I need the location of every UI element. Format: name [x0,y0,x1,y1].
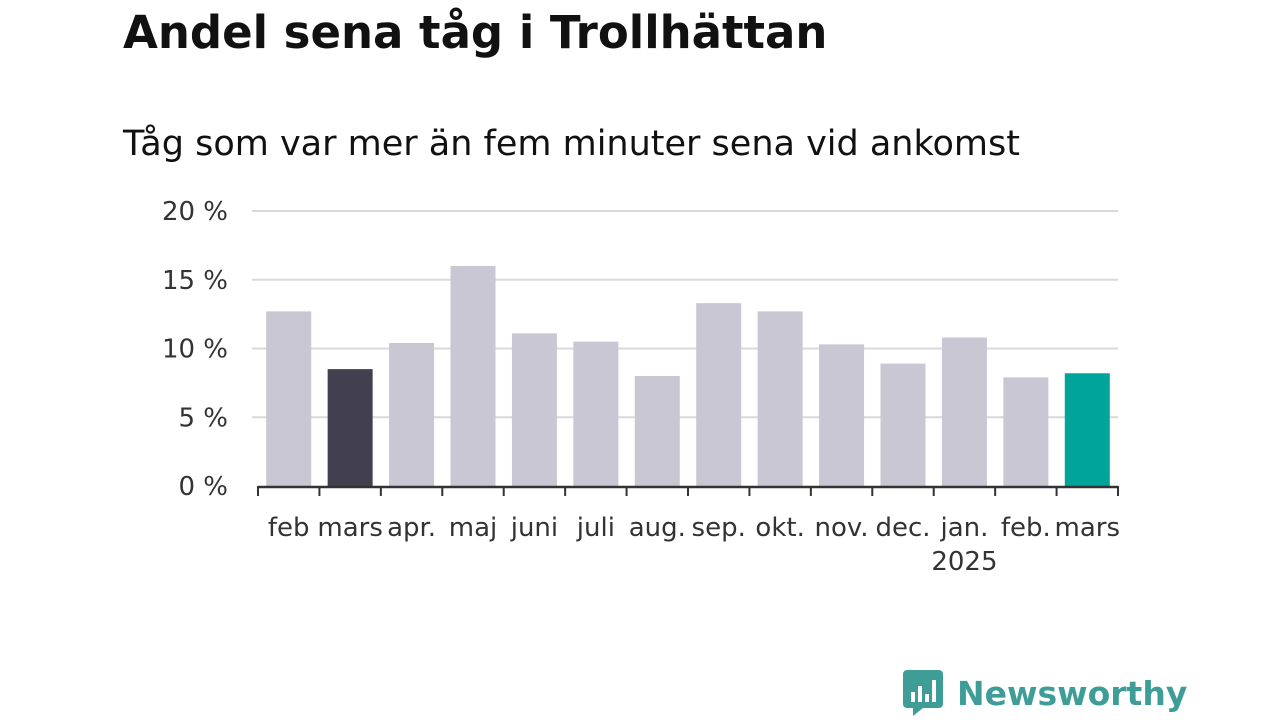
bar [266,311,312,486]
bar [450,266,496,486]
x-tick-label: maj [449,513,497,543]
brand-logo: Newsworthy [903,670,1187,716]
chart-subtitle: Tåg som var mer än fem minuter sena vid … [123,124,1020,164]
y-tick-label: 0 % [178,472,228,502]
bar [389,343,435,486]
bar [634,376,680,486]
x-tick-label: nov. [815,513,869,543]
bar-chart: 0 %5 %10 %15 %20 %feb mars apr. maj juni juli… [162,197,1121,577]
chart-title: Andel sena tåg i Trollhättan [123,6,828,59]
x-tick-label: mars [1055,513,1121,543]
y-tick-label: 10 % [162,335,228,365]
bar [1064,373,1110,486]
bar [880,363,926,486]
bar [757,311,803,486]
x-tick-label: okt. [755,513,804,543]
y-tick-label: 5 % [178,403,228,433]
bar [1003,377,1049,486]
bar [511,333,557,486]
x-tick-label: sep. [692,513,746,543]
bar [696,303,742,486]
x-tick-label: jan. [939,513,988,543]
y-tick-label: 15 % [162,266,228,296]
bar [573,341,619,486]
bar [819,344,865,486]
x-tick-label: mars [317,513,383,543]
x-tick-label: aug. [629,513,686,543]
x-tick-label: apr. [387,513,436,543]
bar-chart-speech-bubble-icon [903,670,943,716]
brand-name: Newsworthy [957,673,1188,713]
y-tick-label: 20 % [162,197,228,227]
x-tick-label: juli [576,513,615,543]
bar [327,369,373,486]
x-tick-sublabel: 2025 [931,547,997,577]
x-tick-label: juni [510,513,558,543]
x-tick-label: feb [268,513,310,543]
bar [941,337,987,486]
x-tick-label: feb. [1001,513,1051,543]
x-tick-label: dec. [875,513,930,543]
